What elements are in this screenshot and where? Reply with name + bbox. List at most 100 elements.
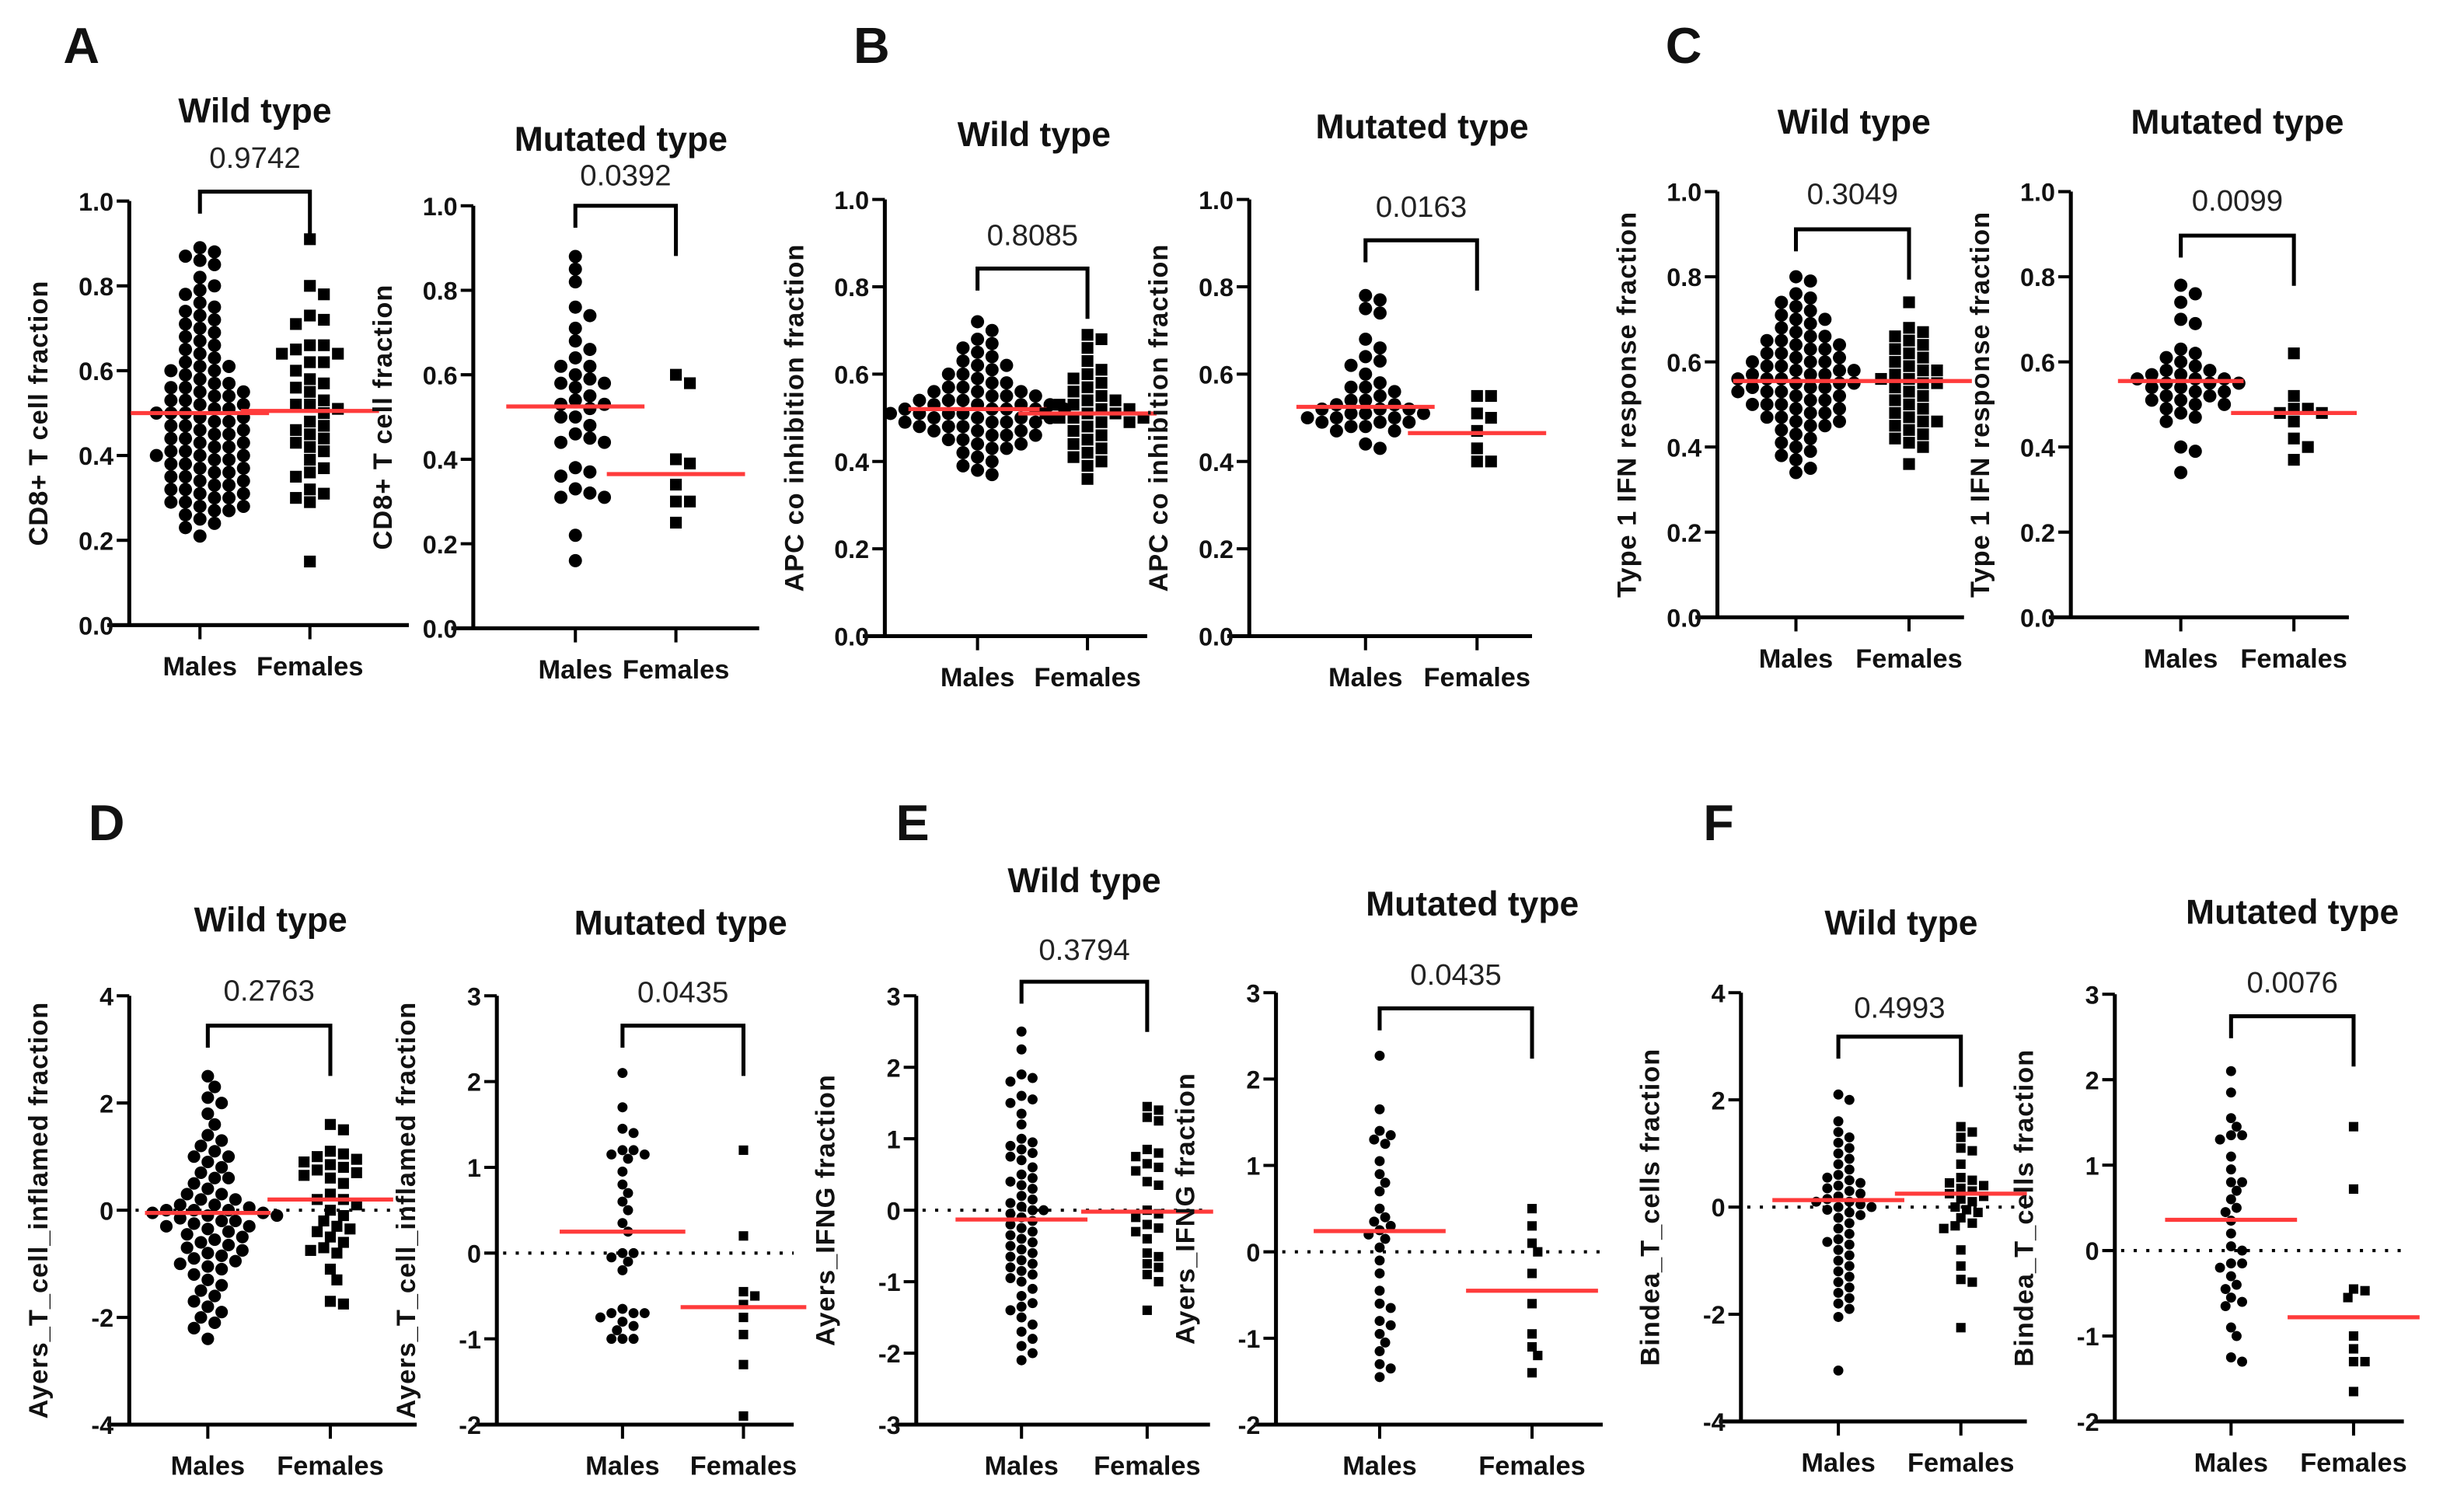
data-point-females — [1917, 339, 1929, 351]
data-point-males — [208, 453, 222, 467]
data-point-males — [971, 372, 985, 385]
data-point-males — [193, 253, 207, 267]
data-point-males — [229, 1214, 242, 1228]
data-point-males — [1016, 1244, 1027, 1255]
data-point-females — [318, 445, 330, 458]
data-point-males — [1844, 1175, 1855, 1186]
data-point-males — [179, 355, 193, 369]
data-point-males — [208, 427, 222, 441]
data-point-females — [1527, 1329, 1537, 1339]
significance-bracket — [1377, 1006, 1534, 1059]
data-point-males — [222, 1225, 236, 1238]
data-point-males — [1844, 1132, 1855, 1142]
x-tick-label-females: Females — [1094, 1452, 1200, 1481]
data-point-males — [1789, 351, 1803, 365]
data-point-males — [1746, 355, 1759, 369]
data-point-females — [1903, 411, 1915, 424]
data-point-females — [1956, 1183, 1966, 1194]
panel-label-b: B — [853, 17, 890, 74]
data-point-males — [583, 431, 597, 445]
data-point-males — [1833, 389, 1847, 403]
data-point-males — [270, 1209, 284, 1223]
data-point-males — [598, 397, 612, 411]
data-point-females — [2288, 389, 2300, 403]
data-point-males — [1359, 380, 1373, 394]
data-point-males — [222, 504, 236, 518]
data-point-males — [1374, 1316, 1385, 1327]
data-point-females — [1903, 424, 1915, 436]
data-point-males — [985, 337, 999, 351]
data-point-males — [208, 1198, 222, 1212]
data-point-males — [1027, 1184, 1038, 1195]
data-point-males — [1315, 402, 1329, 416]
data-point-males — [194, 1284, 208, 1297]
data-point-males — [1803, 291, 1817, 305]
data-point-males — [2188, 359, 2202, 373]
data-point-males — [1731, 372, 1745, 386]
data-point-males — [164, 495, 178, 509]
data-point-males — [971, 345, 985, 359]
data-point-males — [617, 1102, 628, 1113]
data-point-males — [222, 376, 236, 390]
data-point-males — [1833, 1223, 1844, 1234]
data-point-males — [1803, 316, 1817, 330]
data-point-females — [1956, 1323, 1966, 1333]
data-point-males — [1329, 424, 1343, 438]
data-point-males — [1760, 359, 1774, 373]
data-point-males — [243, 1201, 256, 1214]
data-point-males — [1005, 1240, 1016, 1251]
data-point-males — [2237, 1177, 2248, 1188]
data-point-males — [1833, 1244, 1844, 1255]
data-point-males — [179, 393, 193, 407]
data-point-females — [1067, 399, 1080, 411]
data-point-males — [898, 402, 912, 416]
data-point-males — [1803, 393, 1817, 407]
data-point-males — [1775, 347, 1789, 361]
data-point-males — [1329, 398, 1343, 412]
data-point-males — [623, 1256, 633, 1267]
data-point-males — [1847, 364, 1861, 378]
y-tick-label: 3 — [467, 982, 481, 1010]
y-tick-label: 0.6 — [1667, 349, 1701, 377]
data-point-females — [304, 233, 316, 246]
data-point-males — [164, 381, 178, 395]
data-point-females — [2348, 1122, 2359, 1132]
data-point-males — [187, 1177, 201, 1190]
data-point-males — [1833, 1255, 1844, 1266]
data-point-females — [1142, 1101, 1152, 1111]
data-point-males — [1016, 1180, 1027, 1191]
data-point-males — [568, 368, 582, 382]
chart-title: Wild type — [1007, 862, 1160, 900]
significance-bracket — [1363, 238, 1479, 291]
data-point-females — [324, 1172, 337, 1184]
y-axis-label: Bindea_T_cells fraction — [1636, 1048, 1666, 1366]
data-point-males — [1014, 437, 1028, 451]
data-point-females — [290, 470, 302, 483]
data-point-males — [1775, 385, 1789, 399]
data-point-males — [1016, 1119, 1027, 1130]
data-point-males — [1789, 270, 1803, 284]
data-point-males — [179, 317, 193, 331]
data-point-females — [1067, 372, 1080, 385]
p-value-label: 0.0435 — [1410, 958, 1501, 992]
data-point-males — [583, 389, 597, 403]
data-point-males — [1833, 364, 1847, 378]
data-point-males — [568, 262, 582, 276]
data-point-males — [1005, 1151, 1016, 1162]
data-point-males — [222, 414, 236, 428]
data-point-females — [1153, 1262, 1164, 1272]
data-point-males — [215, 1214, 229, 1228]
data-point-males — [194, 1236, 208, 1249]
data-point-males — [1803, 355, 1817, 369]
data-point-males — [598, 490, 612, 504]
data-point-males — [1775, 295, 1789, 309]
data-point-males — [1000, 428, 1014, 442]
data-point-males — [2203, 389, 2217, 403]
data-point-males — [1385, 1130, 1396, 1141]
data-point-males — [1775, 410, 1789, 424]
data-point-males — [1016, 1255, 1027, 1265]
data-point-females — [1533, 1247, 1543, 1257]
y-axis-label: Ayers_IFNG fraction — [1171, 1073, 1200, 1345]
y-tick-label: 0.6 — [834, 361, 869, 389]
data-point-males — [1402, 415, 1416, 429]
